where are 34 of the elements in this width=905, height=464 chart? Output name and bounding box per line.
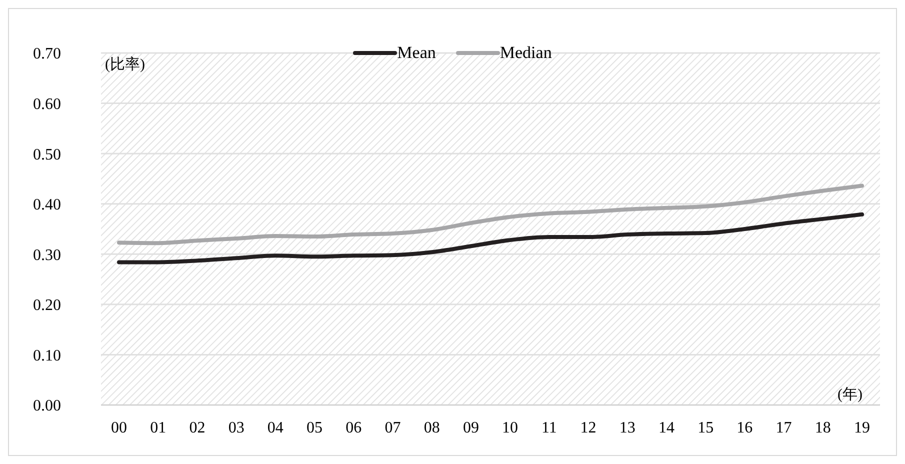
y-tick-label: 0.60 [33,96,61,113]
x-tick-label: 18 [814,419,831,436]
x-tick-label: 09 [462,419,479,436]
x-tick-label: 00 [111,419,127,436]
x-tick-label: 10 [502,419,518,436]
x-tick-label: 12 [580,419,596,436]
y-tick-label: 0.10 [33,347,61,364]
legend-label: Median [500,43,552,63]
x-tick-label: 08 [424,419,440,436]
x-tick-label: 14 [658,419,674,436]
x-tick-label: 07 [384,419,401,436]
y-tick-label: 0.50 [33,146,61,164]
x-tick-label: 13 [619,419,636,436]
x-tick-label: 01 [150,419,166,436]
x-tick-label: 05 [306,419,323,436]
y-tick-label: 0.20 [33,297,61,314]
legend-label: Mean [397,43,436,63]
y-axis-title: (比率) [105,56,145,73]
y-tick-label: 0.70 [33,46,61,63]
y-tick-label: 0.00 [33,398,61,415]
x-tick-label: 03 [228,419,244,436]
x-tick-label: 15 [698,419,714,436]
x-tick-label: 16 [736,419,753,436]
x-tick-label: 04 [267,419,284,436]
x-tick-label: 11 [541,419,557,436]
x-tick-label: 17 [776,419,792,436]
line-series [117,184,864,246]
x-tick-label: 19 [854,419,870,436]
x-tick-label: 06 [346,419,362,436]
x-tick-label: 02 [189,419,206,436]
line-series [117,212,864,264]
x-axis-title: (年) [838,386,862,403]
y-tick-label: 0.40 [33,196,61,214]
y-tick-label: 0.30 [33,246,61,264]
